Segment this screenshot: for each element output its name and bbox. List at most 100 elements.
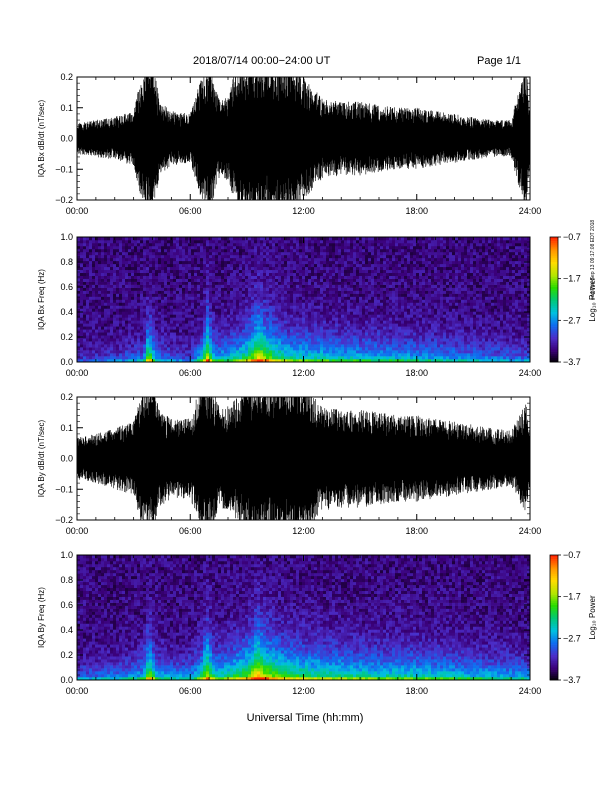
spectrogram-cell <box>389 254 393 259</box>
spectrogram-cell <box>317 263 321 268</box>
spectrogram-cell <box>86 335 90 339</box>
spectrogram-cell <box>197 320 201 324</box>
spectrogram-cell <box>83 287 87 291</box>
spectrogram-cell <box>200 269 204 274</box>
spectrogram-cell <box>350 242 354 247</box>
spectrogram-cell <box>260 278 264 282</box>
spectrogram-cell <box>413 290 417 294</box>
spectrogram-cell <box>155 341 159 345</box>
spectrogram-cell <box>395 237 399 241</box>
spectrogram-cell <box>89 281 93 285</box>
spectrogram-cell <box>242 314 246 318</box>
spectrogram-cell <box>92 290 96 294</box>
spectrogram-cell <box>83 314 87 318</box>
spectrogram-cell <box>311 275 315 279</box>
spectrogram-cell <box>224 237 228 241</box>
spectrogram-cell <box>215 326 219 330</box>
spectrogram-cell <box>359 293 363 297</box>
spectrogram-cell <box>146 320 150 324</box>
spectrogram-cell <box>140 281 144 285</box>
spectrogram-cell <box>356 329 360 333</box>
spectrogram-cell <box>170 290 174 294</box>
spectrogram-cell <box>158 242 162 247</box>
spectrogram-cell <box>305 341 309 345</box>
spectrogram-cell <box>272 239 276 244</box>
spectrogram-cell <box>419 278 423 282</box>
spectrogram-cell <box>191 245 195 250</box>
spectrogram-cell <box>254 254 258 259</box>
spectrogram-cell <box>344 257 348 262</box>
spectrogram-cell <box>326 293 330 297</box>
spectrogram-cell <box>275 245 279 250</box>
spectrogram-cell <box>269 347 273 351</box>
spectrogram-cell <box>398 284 402 288</box>
spectrogram-cell <box>185 305 189 309</box>
spectrogram-cell <box>212 329 216 333</box>
spectrogram-cell <box>158 296 162 300</box>
spectrogram-cell <box>98 242 102 247</box>
spectrogram-cell <box>227 335 231 339</box>
spectrogram-cell <box>425 344 429 348</box>
spectrogram-cell <box>338 263 342 268</box>
spectrogram-cell <box>356 317 360 321</box>
spectrogram-cell <box>146 257 150 262</box>
spectrogram-cell <box>209 293 213 297</box>
spectrogram-cell <box>362 326 366 330</box>
spectrogram-cell <box>305 317 309 321</box>
spectrogram-cell <box>80 299 84 303</box>
spectrogram-cell <box>197 314 201 318</box>
spectrogram-cell <box>377 287 381 291</box>
spectrogram-cell <box>206 326 210 330</box>
spectrogram-cell <box>281 305 285 309</box>
spectrogram-cell <box>332 350 336 354</box>
spectrogram-cell <box>176 257 180 262</box>
spectrogram-cell <box>302 248 306 253</box>
spectrogram-cell <box>134 344 138 348</box>
spectrogram-cell <box>254 344 258 348</box>
spectrogram-cell <box>371 248 375 253</box>
spectrogram-cell <box>314 323 318 327</box>
spectrogram-cell <box>347 284 351 288</box>
spectrogram-cell <box>224 305 228 309</box>
spectrogram-cell <box>218 305 222 309</box>
spectrogram-cell <box>119 356 123 360</box>
spectrogram-cell <box>92 299 96 303</box>
spectrogram-cell <box>125 305 129 309</box>
spectrogram-cell <box>122 237 126 241</box>
spectrogram-cell <box>278 302 282 306</box>
spectrogram-cell <box>257 308 261 312</box>
spectrogram-cell <box>182 248 186 253</box>
spectrogram-cell <box>224 266 228 271</box>
spectrogram-cell <box>86 257 90 262</box>
spectrogram-cell <box>278 260 282 265</box>
spectrogram-cell <box>140 260 144 265</box>
spectrogram-cell <box>194 278 198 282</box>
spectrogram-cell <box>197 245 201 250</box>
spectrogram-cell <box>263 299 267 303</box>
spectrogram-cell <box>242 308 246 312</box>
spectrogram-cell <box>299 317 303 321</box>
spectrogram-cell <box>299 347 303 351</box>
spectrogram-cell <box>122 251 126 256</box>
spectrogram-cell <box>371 239 375 244</box>
spectrogram-cell <box>269 251 273 256</box>
spectrogram-cell <box>104 287 108 291</box>
spectrogram-cell <box>338 237 342 241</box>
spectrogram-cell <box>107 311 111 315</box>
spectrogram-cell <box>116 332 120 336</box>
spectrogram-cell <box>116 293 120 297</box>
spectrogram-cell <box>221 263 225 268</box>
spectrogram-cell <box>395 350 399 354</box>
spectrogram-cell <box>128 287 132 291</box>
spectrogram-cell <box>230 290 234 294</box>
spectrogram-cell <box>125 284 129 288</box>
spectrogram-cell <box>359 341 363 345</box>
spectrogram-cell <box>320 281 324 285</box>
spectrogram-cell <box>311 356 315 360</box>
spectrogram-cell <box>110 281 114 285</box>
spectrogram-cell <box>107 239 111 244</box>
spectrogram-cell <box>233 290 237 294</box>
spectrogram-cell <box>404 296 408 300</box>
spectrogram-cell <box>266 344 270 348</box>
spectrogram-cell <box>107 359 111 363</box>
